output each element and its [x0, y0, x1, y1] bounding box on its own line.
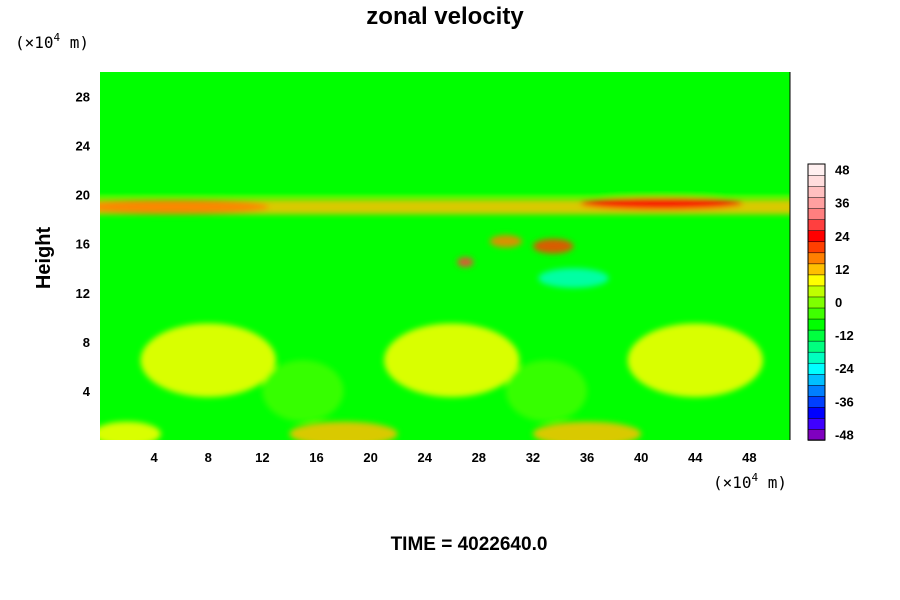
colorbar-swatch — [807, 373, 826, 386]
y-tick-label: 28 — [76, 90, 90, 105]
heatmap-blob — [384, 323, 520, 398]
colorbar-swatch — [807, 274, 826, 287]
chart-title: zonal velocity — [366, 3, 524, 30]
colorbar-swatch — [807, 285, 826, 298]
colorbar-swatch — [807, 196, 826, 209]
colorbar-tick-label: 0 — [835, 295, 842, 310]
x-tick-label: 28 — [472, 450, 486, 465]
heatmap-blob — [532, 238, 574, 254]
y-tick-label: 8 — [83, 335, 90, 350]
x-tick-label: 12 — [255, 450, 269, 465]
heatmap-blob — [505, 360, 588, 422]
colorbar-swatch — [807, 174, 826, 187]
x-tick-label: 16 — [309, 450, 323, 465]
x-tick-label: 8 — [205, 450, 212, 465]
colorbar — [807, 163, 826, 441]
colorbar-swatch — [807, 185, 826, 198]
colorbar-tick-label: 12 — [835, 262, 849, 277]
x-tick-label: 20 — [363, 450, 377, 465]
colorbar-swatch — [807, 362, 826, 375]
colorbar-tick-label: -12 — [835, 328, 854, 343]
heatmap-blob — [100, 421, 161, 440]
y-tick-label: 16 — [76, 237, 90, 252]
colorbar-swatch — [807, 252, 826, 265]
x-tick-label: 48 — [742, 450, 756, 465]
y-unit-label: (×104 m) — [15, 31, 89, 52]
y-axis-title: Height — [33, 227, 55, 290]
colorbar-swatch — [807, 395, 826, 408]
colorbar-frame — [807, 163, 826, 441]
colorbar-swatch — [807, 296, 826, 309]
heatmap-blob — [140, 323, 276, 398]
colorbar-swatch — [807, 417, 826, 430]
y-tick-label: 12 — [76, 286, 90, 301]
colorbar-swatch — [807, 428, 826, 441]
colorbar-tick-label: 48 — [835, 163, 849, 178]
x-unit-label: (×104 m) — [713, 471, 787, 492]
x-tick-label: 44 — [688, 450, 703, 465]
colorbar-swatch — [807, 218, 826, 231]
heatmap-blob — [532, 421, 642, 440]
colorbar-tick-label: -36 — [835, 394, 854, 409]
colorbar-swatch — [807, 318, 826, 331]
colorbar-swatch — [807, 263, 826, 276]
colorbar-tick-label: -24 — [835, 361, 855, 376]
colorbar-swatch — [807, 351, 826, 364]
heatmap-blob — [538, 268, 609, 288]
colorbar-swatch — [807, 229, 826, 243]
colorbar-swatch — [807, 384, 826, 397]
colorbar-tick-label: -48 — [835, 427, 854, 442]
heatmap-blob — [289, 421, 398, 440]
colorbar-swatch — [807, 241, 826, 254]
heatmap-blob — [489, 235, 523, 248]
x-tick-label: 32 — [526, 450, 540, 465]
colorbar-tick-label: 36 — [835, 196, 849, 211]
colorbar-swatch — [807, 406, 826, 419]
y-tick-label: 24 — [76, 139, 91, 154]
x-tick-label: 4 — [151, 450, 159, 465]
heatmap-blob — [262, 360, 344, 422]
colorbar-swatch — [807, 340, 826, 353]
colorbar-tick-label: 24 — [835, 229, 850, 244]
heatmap-blob — [627, 323, 763, 398]
heatmap-blob — [580, 197, 743, 210]
y-tick-label: 4 — [83, 384, 91, 399]
heatmap-field — [100, 72, 790, 440]
x-tick-label: 40 — [634, 450, 648, 465]
colorbar-swatch — [807, 207, 826, 220]
heatmap-blob — [100, 199, 270, 215]
y-tick-label: 20 — [76, 188, 90, 203]
x-tick-label: 36 — [580, 450, 594, 465]
x-tick-label: 24 — [417, 450, 432, 465]
heatmap-band — [100, 190, 790, 198]
heatmap-blob — [457, 257, 474, 268]
colorbar-swatch — [807, 163, 826, 176]
colorbar-swatch — [807, 307, 826, 320]
time-label: TIME = 4022640.0 — [391, 534, 548, 555]
colorbar-swatch — [807, 329, 826, 342]
